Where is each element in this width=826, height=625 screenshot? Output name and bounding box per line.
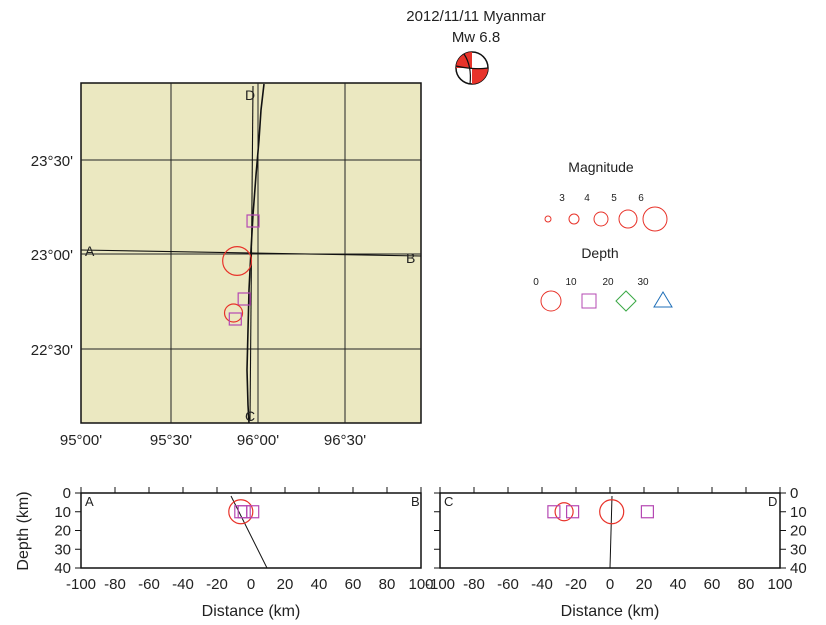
x-tick-label: 60 [704, 576, 721, 593]
x-tick-label: 80 [379, 576, 396, 593]
event-square [547, 505, 561, 519]
lon-tick-label: 96°30' [324, 432, 366, 449]
event-circle [222, 246, 253, 277]
lon-tick-label: 95°30' [150, 432, 192, 449]
x-tick-label: -40 [172, 576, 194, 593]
profile-line-cd [249, 85, 254, 421]
x-tick-label: -20 [565, 576, 587, 593]
event-circle [554, 502, 574, 522]
y-tick-label: 10 [790, 504, 807, 521]
legend-depth-value: 0 [533, 277, 539, 288]
y-tick-label: 30 [790, 541, 807, 558]
section-end-label: B [411, 494, 420, 509]
y-tick-label: 20 [54, 523, 71, 540]
x-tick-label: 40 [311, 576, 328, 593]
legend-mag-circle [642, 206, 668, 232]
y-tick-label: 10 [54, 504, 71, 521]
x-tick-label: -100 [425, 576, 455, 593]
epicenter-map: A B C D 95°00' 95°30' 96°00' 96°30' 23°3… [31, 82, 422, 449]
profile-label-d: D [245, 87, 255, 103]
x-tick-label: 0 [247, 576, 255, 593]
y-tick-label: 30 [54, 541, 71, 558]
section-start-label: A [85, 494, 94, 509]
legend-mag-value: 3 [559, 193, 565, 204]
x-tick-label: -100 [66, 576, 96, 593]
event-circle [223, 303, 244, 323]
x-tick-label: -60 [138, 576, 160, 593]
cross-section-cd: C D -100 -80 -60 -40 -20 0 20 40 60 80 10001020304… [425, 485, 807, 593]
left-ylabel: Depth (km) [15, 491, 32, 570]
legend-depth-title: Depth [581, 245, 618, 261]
lat-tick-label: 22°30' [31, 342, 73, 359]
legend-mag-value: 4 [584, 193, 590, 204]
legend-depth-square [581, 293, 597, 309]
fault-trace [230, 495, 268, 569]
y-tick-label: 0 [790, 485, 798, 502]
event-circle [599, 499, 625, 525]
event-square [237, 292, 251, 306]
legend-depth-circle [540, 290, 562, 312]
legend-magnitude-title: Magnitude [568, 159, 634, 175]
x-tick-label: 100 [767, 576, 792, 593]
x-tick-label: -80 [104, 576, 126, 593]
event-title: 2012/11/11 Myanmar [406, 8, 546, 25]
legend-depth-triangle [653, 291, 673, 308]
event-square [234, 505, 248, 519]
y-tick-label: 40 [54, 560, 71, 577]
x-tick-label: 80 [738, 576, 755, 593]
event-square [640, 505, 655, 519]
x-tick-label: 40 [670, 576, 687, 593]
legend-mag-circle [568, 213, 580, 225]
section-end-label: D [768, 494, 777, 509]
legend-mag-circle [593, 211, 609, 227]
x-tick-label: -40 [531, 576, 553, 593]
focal-mechanism-beachball [455, 51, 489, 85]
cross-section-frame [80, 492, 422, 569]
legend-depth-value: 10 [565, 277, 577, 288]
y-tick-label: 40 [790, 560, 807, 577]
event-magnitude: Mw 6.8 [452, 29, 500, 46]
y-tick-label: 20 [790, 523, 807, 540]
x-tick-label: 20 [636, 576, 653, 593]
lon-tick-label: 96°00' [237, 432, 279, 449]
event-square [237, 505, 251, 519]
legend-mag-value: 5 [611, 193, 617, 204]
event-circle [228, 499, 254, 525]
event-square [246, 214, 260, 228]
y-tick-label: 0 [63, 485, 71, 502]
x-tick-label: 0 [606, 576, 614, 593]
x-tick-label: -80 [463, 576, 485, 593]
legend-depth-value: 20 [602, 277, 614, 288]
legend-depth-value: 30 [637, 277, 649, 288]
legend-mag-value: 6 [638, 193, 644, 204]
right-xlabel: Distance (km) [561, 603, 660, 620]
lon-tick-label: 95°00' [60, 432, 102, 449]
profile-label-b: B [406, 250, 415, 266]
lat-tick-label: 23°30' [31, 153, 73, 170]
left-xlabel: Distance (km) [202, 603, 301, 620]
event-square [228, 312, 242, 326]
profile-label-a: A [85, 243, 95, 259]
legend-mag-circle [544, 215, 552, 223]
lat-tick-label: 23°00' [31, 247, 73, 264]
x-tick-label: 100 [408, 576, 433, 593]
fault-trace [609, 495, 613, 569]
x-tick-label: 60 [345, 576, 362, 593]
x-tick-label: 20 [277, 576, 294, 593]
event-square [565, 505, 580, 519]
legend-depth-diamond [615, 290, 637, 312]
legend-mag-circle [618, 209, 638, 229]
profile-label-c: C [245, 408, 255, 424]
section-start-label: C [444, 494, 453, 509]
x-tick-label: -20 [206, 576, 228, 593]
x-tick-label: -60 [497, 576, 519, 593]
legend: Magnitude 3 4 5 6 Depth 0 10 20 30 [533, 159, 673, 312]
cross-section-ab: A B -100 -80 -60 -40 -20 0 20 40 60 80 10001020304… [54, 485, 433, 593]
